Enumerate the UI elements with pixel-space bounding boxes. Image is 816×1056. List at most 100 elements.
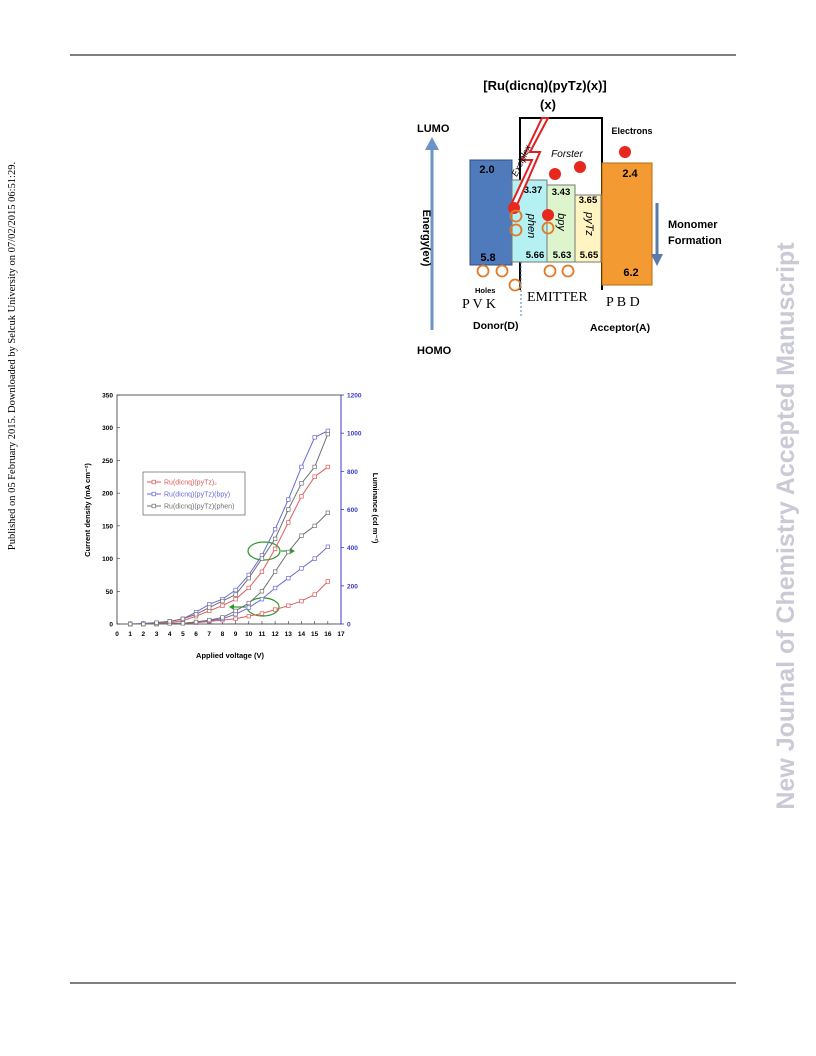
- x-tick-label: 12: [272, 631, 280, 638]
- hole: [509, 209, 523, 223]
- data-point: [220, 615, 225, 620]
- monomer-label: Monomer: [668, 219, 718, 231]
- y2-axis-label: Luminance (cd m⁻²): [371, 473, 380, 544]
- series-line: [130, 430, 329, 625]
- holes: [476, 209, 575, 292]
- pytz-homo: 5.65: [580, 250, 599, 261]
- emitter-name: EMITTER: [527, 290, 588, 305]
- x-tick-label: 7: [207, 631, 211, 638]
- legend-label: Ru(dicnq)(pyTz)(phen): [164, 504, 234, 511]
- phen-homo: 5.66: [526, 250, 545, 261]
- data-point: [312, 474, 317, 479]
- data-point: [299, 598, 304, 604]
- homo-label: HOMO: [417, 345, 452, 357]
- data-point: [259, 556, 265, 561]
- y-tick-label: 200: [102, 491, 113, 498]
- bpy-homo: 5.63: [553, 250, 572, 261]
- monomer-arrow-head: [651, 254, 663, 266]
- data-point: [286, 603, 291, 608]
- data-point: [233, 616, 238, 621]
- legend-marker: [151, 479, 156, 485]
- x-tick-label: 5: [181, 631, 185, 638]
- electron: [549, 168, 561, 180]
- bpy-label: bpy: [555, 213, 567, 232]
- electrons-label: Electrons: [611, 126, 652, 136]
- acceptor-role: Acceptor(A): [590, 322, 650, 334]
- data-point: [325, 510, 330, 515]
- y2-tick-label: 800: [347, 469, 358, 476]
- data-point: [325, 544, 330, 549]
- data-point: [272, 607, 278, 612]
- y-tick-label: 50: [106, 589, 114, 596]
- data-point: [246, 613, 251, 619]
- data-point: [286, 520, 291, 525]
- data-point: [233, 592, 238, 597]
- y2-tick-label: 1200: [347, 393, 362, 400]
- y-tick-label: 300: [102, 425, 113, 432]
- data-point: [259, 611, 265, 616]
- data-point: [312, 523, 317, 529]
- data-point: [207, 605, 212, 610]
- legend-marker: [151, 503, 156, 509]
- x-tick-label: 9: [234, 631, 238, 638]
- y-axis-label: Current density (mA cm⁻²): [83, 463, 92, 557]
- bpy-lumo: 3.43: [552, 187, 571, 198]
- y-tick-label: 250: [102, 458, 113, 465]
- electron: [542, 209, 554, 221]
- y2-tick-label: 0: [347, 622, 351, 629]
- data-point: [246, 600, 251, 606]
- x-tick-label: 17: [337, 631, 345, 638]
- x-tick-label: 8: [221, 631, 225, 638]
- data-point: [312, 435, 317, 440]
- legend-marker: [151, 491, 156, 497]
- data-point: [299, 464, 304, 470]
- lumo-label: LUMO: [417, 123, 450, 135]
- data-point: [325, 579, 330, 584]
- data-point: [233, 587, 238, 593]
- x-tick-label: 15: [311, 631, 319, 638]
- pvk-lumo: 2.0: [479, 164, 494, 176]
- data-point: [154, 620, 159, 625]
- data-point: [286, 497, 291, 502]
- x-tick-label: 13: [285, 631, 293, 638]
- phen-lumo: 3.37: [524, 185, 543, 196]
- hole: [476, 264, 490, 278]
- energy-axis-label: Energy(ev): [420, 210, 432, 267]
- y2-tick-label: 200: [347, 583, 358, 590]
- y-tick-label: 150: [102, 523, 113, 530]
- sidebar: Published on 05 February 2015. Downloade…: [7, 162, 18, 550]
- x-tick-label: 6: [194, 631, 198, 638]
- x-tick-label: 11: [259, 631, 266, 638]
- data-point: [193, 612, 199, 617]
- hole: [541, 221, 555, 235]
- hole: [543, 264, 557, 278]
- energy-arrow-head: [425, 137, 439, 150]
- pvk-band: [469, 159, 513, 266]
- data-point: [259, 569, 265, 574]
- data-point: [141, 621, 146, 627]
- data-point: [180, 616, 186, 621]
- annotation-arrow-head: [290, 548, 295, 554]
- data-point: [233, 597, 238, 602]
- data-point: [272, 527, 278, 532]
- series-line: [130, 546, 329, 625]
- legend-label: Ru(dicnq)(pyTz)₂: [164, 480, 217, 487]
- hole: [509, 223, 523, 237]
- monomer-label: Formation: [668, 235, 722, 247]
- data-point: [286, 507, 291, 512]
- data-point: [272, 536, 278, 542]
- data-point: [246, 576, 251, 581]
- pvk-homo: 5.8: [480, 252, 495, 264]
- series-line: [130, 466, 329, 625]
- energy-diagram: [Ru(dicnq)(pyTz)(x)] (x) LUMO HOMO Energ…: [417, 78, 722, 357]
- data-point: [286, 549, 291, 555]
- pytz-lumo: 3.65: [579, 195, 598, 206]
- x-tick-label: 1: [128, 631, 132, 638]
- data-point: [259, 589, 265, 594]
- x-tick-label: 14: [298, 631, 306, 638]
- data-point: [299, 566, 304, 571]
- x-tick-label: 3: [155, 631, 159, 638]
- electron: [508, 202, 520, 214]
- legend-label: Ru(dicnq)(pyTz)(bpy): [164, 492, 230, 499]
